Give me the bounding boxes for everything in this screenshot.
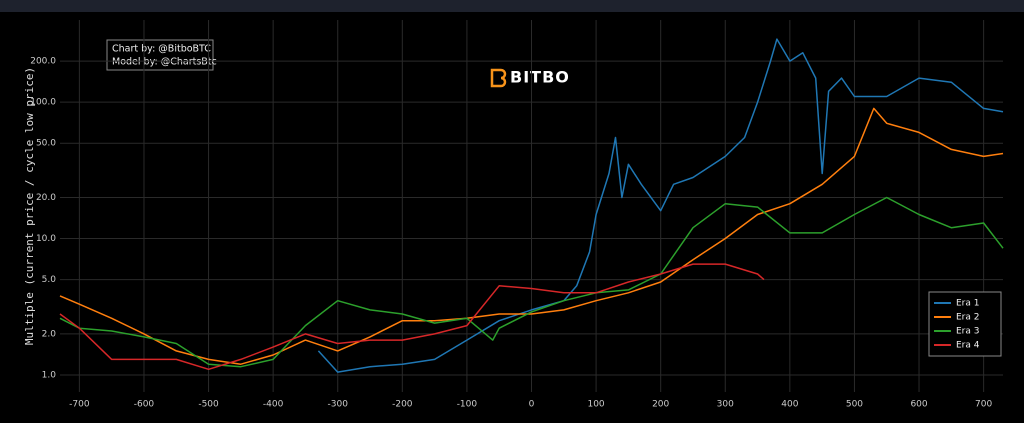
- annotation-box: [106, 39, 214, 71]
- x-tick-label: 600: [910, 400, 927, 410]
- top-bar: [0, 0, 1024, 12]
- x-tick-label: -700: [69, 400, 90, 410]
- logo-icon: [490, 68, 507, 88]
- y-axis-label: Multiple (current price / cycle low pric…: [23, 67, 36, 345]
- legend: Era 1 Era 2 Era 3 Era 4: [928, 291, 1002, 357]
- legend-label: Era 3: [956, 327, 980, 337]
- annotation: Chart by: @BitboBTC: [112, 44, 211, 55]
- x-tick-label: 200: [652, 400, 669, 410]
- x-tick-label: -600: [134, 400, 155, 410]
- logo-text: BITBO: [510, 68, 570, 87]
- x-tick-label: 500: [846, 400, 863, 410]
- x-tick-label: -100: [457, 400, 478, 410]
- y-tick-label: 50.0: [36, 139, 56, 149]
- x-tick-label: 0: [529, 400, 535, 410]
- background: [0, 12, 1024, 423]
- legend-label: Era 4: [956, 341, 980, 351]
- x-tick-label: -400: [263, 400, 284, 410]
- legend-label: Era 1: [956, 299, 980, 309]
- line-series: [59, 107, 1004, 365]
- y-tick-label: 5.0: [42, 275, 57, 285]
- annotation: Model by: @ChartsBtc: [112, 57, 217, 68]
- line-series: [59, 263, 765, 371]
- x-tick-label: 700: [975, 400, 992, 410]
- legend-label: Era 2: [956, 313, 980, 323]
- logo: BITBO: [490, 68, 570, 88]
- y-tick-label: 2.0: [42, 329, 57, 339]
- x-tick-label: -200: [392, 400, 413, 410]
- line-series: [59, 196, 1004, 368]
- y-tick-label: 200.0: [30, 57, 56, 67]
- x-tick-label: 100: [587, 400, 604, 410]
- x-tick-label: 400: [781, 400, 798, 410]
- x-tick-label: -300: [328, 400, 349, 410]
- x-tick-label: -500: [198, 400, 219, 410]
- line-series: [317, 38, 1004, 373]
- grid: [60, 20, 1003, 392]
- x-tick-label: 300: [717, 400, 734, 410]
- y-tick-label: 100.0: [30, 98, 56, 108]
- y-tick-label: 10.0: [36, 234, 56, 244]
- y-tick-label: 20.0: [36, 193, 56, 203]
- y-tick-label: 1.0: [42, 370, 57, 380]
